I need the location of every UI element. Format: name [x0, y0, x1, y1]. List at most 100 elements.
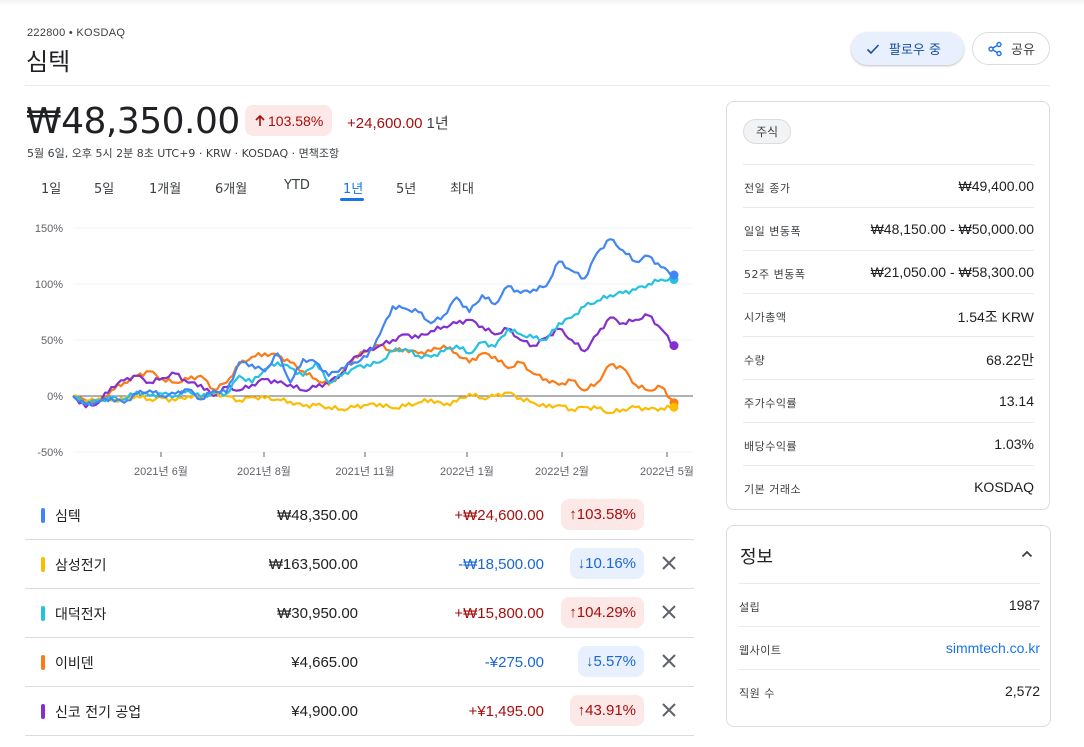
active-range-indicator — [340, 198, 364, 201]
close-icon[interactable] — [660, 701, 678, 719]
series-color-bar — [41, 704, 45, 719]
comparison-name: 대덕전자 — [55, 607, 107, 623]
comparison-name: 심텍 — [55, 509, 81, 525]
arrow-up-icon — [255, 114, 265, 126]
series-line — [72, 391, 675, 415]
y-tick-label: 50% — [41, 335, 63, 347]
top-shadow — [0, 0, 1084, 6]
about-row: 설립 1987 — [739, 583, 1040, 626]
stat-row: 전일 종가 ₩49,400.00 — [743, 164, 1034, 207]
stat-label: 일일 변동폭 — [744, 225, 802, 238]
range-1m[interactable]: 1개월 — [149, 182, 182, 197]
company-name: 심텍 — [26, 48, 71, 76]
comparison-row[interactable]: 대덕전자 ₩30,950.00 +₩15,800.00 ↑104.29% — [25, 589, 694, 638]
range-ytd[interactable]: YTD — [284, 178, 310, 193]
website-link[interactable]: simmtech.co.kr — [945, 640, 1040, 656]
stat-value: ₩48,150.00 - ₩50,000.00 — [870, 221, 1034, 237]
stat-value: 13.14 — [998, 393, 1034, 409]
stat-value: ₩49,400.00 — [958, 178, 1035, 194]
stat-row: 시가총액 1.54조 KRW — [743, 293, 1034, 336]
stat-row: 52주 변동폭 ₩21,050.00 - ₩58,300.00 — [743, 250, 1034, 293]
quote-meta: 5월 6일, 오후 5시 2분 8초 UTC+9 · KRW · KOSDAQ … — [27, 147, 340, 160]
comparison-row[interactable]: 심텍 ₩48,350.00 +₩24,600.00 ↑103.58% — [25, 491, 694, 540]
comparison-row[interactable]: 삼성전기 ₩163,500.00 -₩18,500.00 ↓10.16% — [25, 540, 694, 589]
range-1d[interactable]: 1일 — [41, 182, 62, 197]
price-comparison-chart[interactable]: 150% 100% 50% 0% -50% 2021년 6월 2021년 8월 2021년 1… — [25, 215, 705, 485]
range-6m[interactable]: 6개월 — [215, 182, 248, 197]
percent-change: 103.58% — [268, 112, 324, 129]
stat-value: 1.54조 KRW — [957, 309, 1034, 325]
stat-label: 시가총액 — [744, 311, 787, 324]
series-color-bar — [41, 606, 45, 621]
range-1y[interactable]: 1년 — [343, 182, 364, 197]
comparison-percent-badge: ↑43.91% — [569, 695, 644, 726]
series-color-bar — [41, 557, 45, 572]
ticker-symbol: 222800 • KOSDAQ — [27, 27, 126, 39]
y-tick-label: 100% — [35, 279, 63, 291]
stat-label: 전일 종가 — [744, 182, 791, 195]
close-icon[interactable] — [660, 652, 678, 670]
x-tick-label: 2021년 8월 — [237, 465, 291, 478]
percent-change-badge: 103.58% — [245, 105, 333, 136]
stat-value: 68.22만 — [986, 352, 1034, 368]
comparison-percent-badge: ↑103.58% — [561, 499, 644, 530]
stat-value: KOSDAQ — [974, 479, 1034, 495]
current-price: ₩48,350.00 — [26, 101, 240, 142]
stat-row: 수량 68.22만 — [743, 336, 1034, 379]
change-period: 1년 — [426, 115, 449, 132]
about-card: 정보 설립 1987 웹사이트 simmtech.co.kr 직원 수 2,572 — [726, 525, 1051, 727]
follow-label: 팔로우 중 — [889, 43, 941, 58]
stat-row: 배당수익률 1.03% — [743, 422, 1034, 465]
comparison-name: 삼성전기 — [55, 558, 107, 574]
comparison-change: -¥275.00 — [484, 654, 544, 671]
x-tick-label: 2022년 2월 — [535, 465, 589, 478]
stat-row: 주가수익률 13.14 — [743, 379, 1034, 422]
series-end-dot — [669, 341, 679, 351]
x-tick-label: 2021년 11월 — [335, 465, 394, 478]
chevron-up-icon[interactable] — [1020, 547, 1034, 561]
about-value: 2,572 — [1004, 683, 1040, 699]
stat-label: 수량 — [744, 354, 766, 367]
share-button[interactable]: 공유 — [972, 32, 1050, 65]
x-tick-label: 2022년 1월 — [440, 465, 494, 478]
key-stats-card: 주식 전일 종가 ₩49,400.00 일일 변동폭 ₩48,150.00 - ₩50… — [726, 101, 1050, 510]
series-line — [72, 238, 675, 407]
comparison-price: ¥4,900.00 — [291, 703, 358, 720]
comparison-price: ₩163,500.00 — [268, 556, 358, 573]
absolute-change: +24,600.00 1년 — [347, 112, 449, 133]
series-end-dot — [669, 402, 679, 412]
comparison-change: -₩18,500.00 — [458, 556, 544, 573]
series-end-dot — [669, 270, 679, 280]
stat-row: 기본 거래소 KOSDAQ — [743, 465, 1034, 508]
series-line — [72, 276, 675, 406]
comparison-row[interactable]: 이비덴 ¥4,665.00 -¥275.00 ↓5.57% — [25, 638, 694, 687]
close-icon[interactable] — [660, 554, 678, 572]
comparison-name: 신코 전기 공업 — [55, 705, 142, 721]
x-tick-label: 2022년 5월 — [640, 465, 694, 478]
security-type-chip: 주식 — [743, 119, 792, 144]
range-5d[interactable]: 5일 — [94, 182, 115, 197]
stat-value: ₩21,050.00 - ₩58,300.00 — [870, 264, 1034, 280]
series-line — [72, 313, 675, 409]
range-max[interactable]: 최대 — [450, 182, 474, 197]
comparison-price: ₩30,950.00 — [277, 605, 358, 622]
stat-label: 배당수익률 — [744, 440, 798, 453]
stat-label: 52주 변동폭 — [744, 268, 806, 281]
comparison-row[interactable]: 신코 전기 공업 ¥4,900.00 +¥1,495.00 ↑43.91% — [25, 687, 694, 736]
close-icon[interactable] — [660, 603, 678, 621]
about-label: 설립 — [739, 601, 761, 614]
x-tick-label: 2021년 6월 — [134, 465, 188, 478]
share-icon — [988, 41, 1002, 56]
about-row: 직원 수 2,572 — [739, 669, 1040, 712]
share-label: 공유 — [1011, 43, 1035, 58]
series-color-bar — [41, 508, 45, 523]
comparison-change: +₩24,600.00 — [454, 507, 544, 524]
comparison-price: ₩48,350.00 — [277, 507, 358, 524]
y-tick-label: -50% — [37, 447, 63, 459]
follow-button[interactable]: 팔로우 중 — [851, 32, 964, 65]
range-5y[interactable]: 5년 — [396, 182, 417, 197]
stat-value: 1.03% — [994, 436, 1034, 452]
check-icon — [866, 43, 880, 54]
comparison-change: +¥1,495.00 — [468, 703, 545, 720]
comparison-percent-badge: ↓5.57% — [577, 646, 644, 677]
